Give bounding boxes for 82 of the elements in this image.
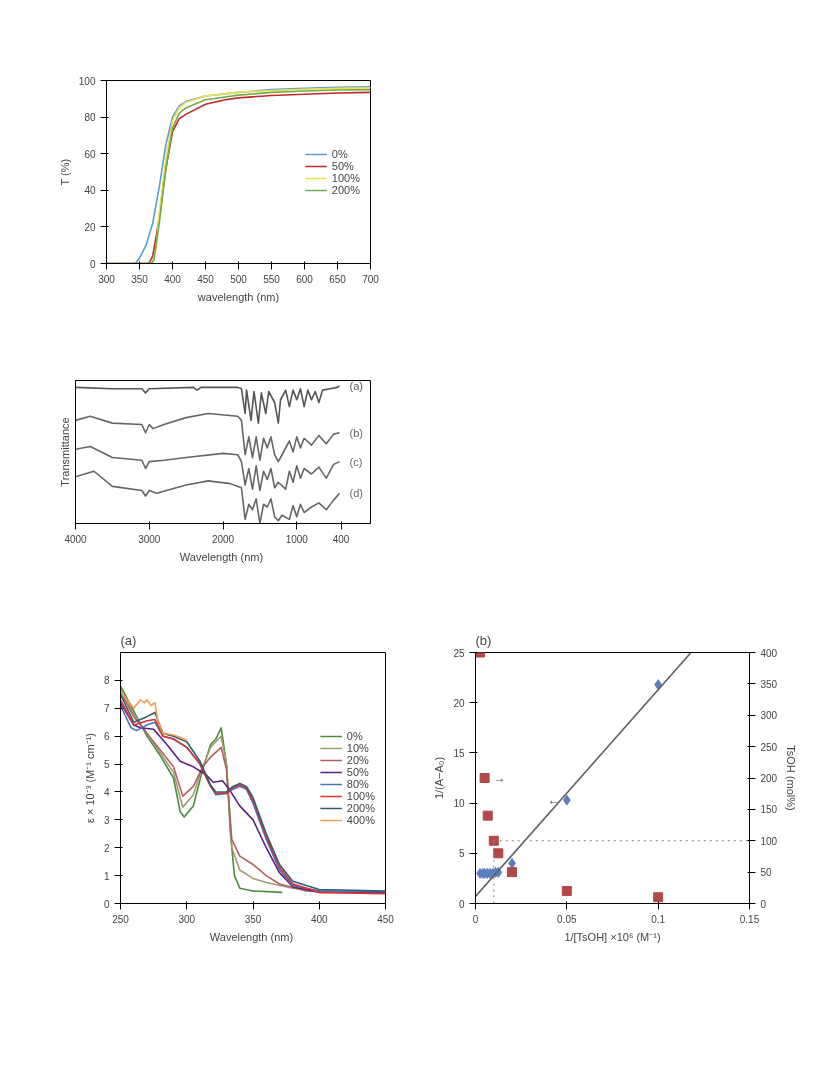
- x-tick-label: 0.15: [739, 913, 760, 925]
- y2-tick-label: 350: [760, 678, 778, 690]
- y2-tick-label: 250: [760, 741, 778, 753]
- y-tick-label: 7: [103, 703, 110, 715]
- x-axis-title: wavelength (nm): [196, 290, 280, 303]
- x-tick-label: 600: [296, 273, 314, 285]
- y2-tick-label: 200: [760, 773, 778, 784]
- x-tick-label: 500: [230, 273, 248, 285]
- x-tick-label: 0.05: [557, 913, 577, 925]
- legend-label: 200%: [346, 801, 375, 814]
- x-tick-label: 650: [329, 273, 347, 285]
- legend-label: 50%: [331, 159, 354, 172]
- legend-label: 200%: [331, 183, 360, 196]
- y-tick-label: 25: [453, 647, 465, 659]
- legend-label: 80%: [346, 777, 369, 790]
- y-tick-label: 10: [453, 798, 465, 810]
- y-axis-title: 1/(A−A₀): [433, 756, 446, 800]
- y-tick-label: 5: [458, 848, 465, 860]
- x-tick-label: 450: [197, 273, 215, 285]
- x-axis-title: Wavelength (nm): [179, 550, 264, 563]
- x-axis-title: 1/[TsOH] ×10⁶ (M⁻¹): [564, 930, 661, 943]
- y2-tick-label: 100: [760, 835, 778, 847]
- y-tick-label: 4: [103, 786, 110, 798]
- legend-label: 100%: [346, 789, 375, 802]
- legend-label: 0%: [346, 729, 364, 742]
- y-tick-label: 80: [84, 112, 96, 124]
- x-tick-label: 0: [472, 913, 479, 925]
- y-axis-title: Transmittance: [58, 417, 71, 487]
- y-tick-label: 1: [103, 870, 110, 882]
- x-tick-label: 700: [362, 273, 380, 285]
- y-tick-label: 20: [453, 697, 465, 709]
- series-label: (d): [349, 487, 363, 500]
- x-tick-label: 1000: [285, 533, 309, 545]
- y-tick-label: 100: [78, 75, 96, 87]
- y-tick-label: 5: [103, 759, 110, 771]
- chart-title: (b): [475, 632, 492, 648]
- y-axis-title: ε × 10⁻³ (M⁻¹ cm⁻¹): [83, 733, 96, 823]
- annotation: →: [493, 771, 506, 785]
- x-tick-label: 300: [98, 273, 116, 285]
- y-tick-label: 0: [89, 258, 96, 270]
- x-tick-label: 4000: [64, 533, 88, 545]
- series-label: (b): [349, 426, 363, 439]
- series-label: (c): [349, 455, 363, 468]
- x-tick-label: 400: [332, 533, 350, 545]
- x-tick-label: 300: [178, 913, 196, 925]
- x-tick-label: 400: [164, 273, 182, 285]
- y-tick-label: 8: [103, 675, 110, 687]
- legend-label: 20%: [346, 753, 369, 766]
- annotation: ←: [547, 793, 560, 808]
- y-tick-label: 6: [103, 731, 110, 743]
- y-tick-label: 2: [103, 842, 110, 854]
- y-tick-label: 3: [103, 814, 110, 826]
- legend-label: 50%: [346, 765, 369, 778]
- x-tick-label: 250: [112, 913, 130, 925]
- x-tick-label: 3000: [138, 533, 161, 545]
- x-tick-label: 550: [263, 273, 281, 285]
- y2-tick-label: 400: [760, 647, 778, 659]
- y-tick-label: 15: [453, 747, 465, 759]
- y-tick-label: 20: [84, 221, 96, 233]
- x-tick-label: 0.1: [651, 913, 666, 925]
- x-tick-label: 2000: [211, 533, 235, 545]
- y2-tick-label: 0: [760, 898, 767, 910]
- y-axis-title: T (%): [58, 158, 71, 186]
- legend-label: 10%: [346, 741, 369, 754]
- x-tick-label: 450: [377, 913, 395, 925]
- chart-title: (a): [120, 632, 137, 648]
- y-tick-label: 40: [84, 185, 96, 197]
- x-tick-label: 350: [131, 273, 149, 285]
- x-tick-label: 400: [310, 913, 329, 925]
- y-tick-label: 0: [458, 898, 465, 910]
- legend-label: 100%: [331, 171, 360, 184]
- y2-tick-label: 300: [760, 710, 778, 722]
- y-tick-label: 0: [103, 898, 110, 910]
- series-label: (a): [349, 380, 363, 392]
- legend-label: 400%: [346, 813, 375, 826]
- y-tick-label: 60: [84, 148, 96, 160]
- x-axis-title: Wavelength (nm): [209, 930, 294, 943]
- y2-tick-label: 50: [760, 867, 773, 879]
- x-tick-label: 350: [244, 913, 262, 925]
- legend-label: 0%: [331, 147, 349, 160]
- y2-tick-label: 150: [760, 804, 778, 816]
- y2-axis-title: TsOH (mol%): [785, 745, 798, 811]
